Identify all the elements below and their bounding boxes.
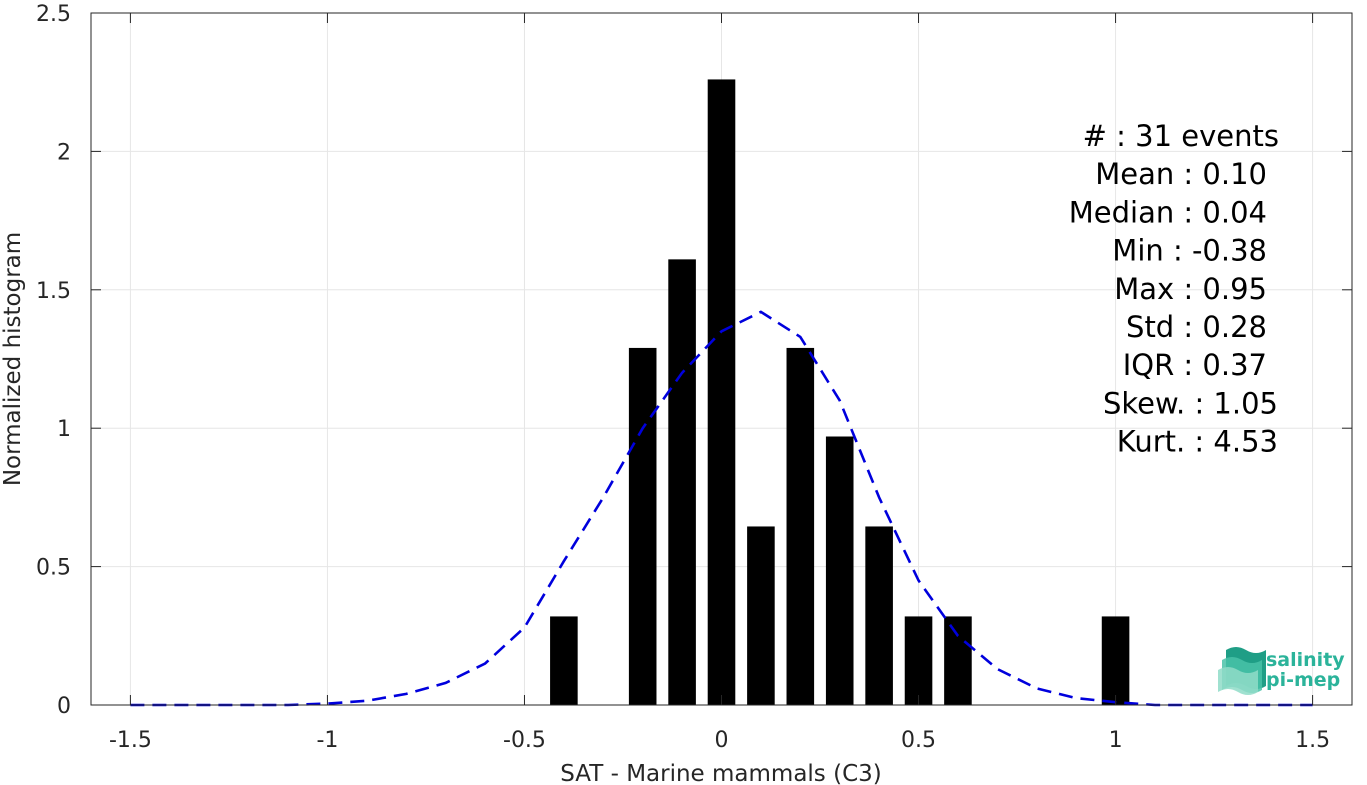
y-tick-label: 0: [57, 694, 71, 719]
x-tick-labels: -1.5 -1 -0.5 0 0.5 1 1.5: [109, 728, 1330, 753]
tick-marks: [91, 12, 1352, 706]
histogram-bar: [707, 79, 736, 705]
stat-line: Median : 0.04: [1069, 195, 1267, 229]
histogram-bar: [1101, 616, 1130, 705]
x-tick-label: 1: [1109, 728, 1123, 753]
stat-line: Mean : 0.10: [1095, 157, 1267, 191]
y-tick-label: 1.5: [36, 279, 71, 304]
stat-line: Max : 0.95: [1114, 272, 1267, 306]
stat-line: Min : -0.38: [1112, 234, 1267, 268]
histogram-bar: [904, 616, 933, 705]
logo-text-pi-mep: pi-mep: [1266, 669, 1340, 691]
x-tick-label: -1.5: [109, 728, 152, 753]
histogram-bar: [825, 436, 854, 705]
histogram-bar: [628, 347, 657, 705]
histogram-bars: [550, 79, 1130, 705]
stat-line: Std : 0.28: [1126, 310, 1267, 344]
histogram-bar: [786, 347, 815, 705]
statistics-box: # : 31 events Mean : 0.10 Median : 0.04 Min…: [1069, 119, 1279, 459]
x-tick-label: 0.5: [901, 728, 936, 753]
histogram-bar: [944, 616, 972, 705]
y-tick-label: 2: [57, 140, 71, 165]
salinity-pi-mep-logo: salinity pi-mep: [1218, 647, 1345, 695]
wave-logo-icon: [1218, 647, 1266, 695]
x-axis-label: SAT - Marine mammals (C3): [560, 761, 882, 785]
stat-line: Kurt. : 4.53: [1117, 425, 1278, 459]
y-tick-label: 0.5: [36, 556, 71, 581]
stat-line: # : 31 events: [1083, 119, 1279, 153]
histogram-bar: [550, 616, 578, 705]
y-tick-labels: 0 0.5 1 1.5 2 2.5: [36, 2, 71, 719]
stat-line: IQR : 0.37: [1123, 348, 1267, 382]
stat-line: Skew. : 1.05: [1103, 386, 1278, 420]
y-tick-label: 1: [57, 417, 71, 442]
histogram-bar: [865, 526, 893, 705]
x-tick-label: 0: [715, 728, 729, 753]
histogram-bar: [747, 526, 775, 705]
x-tick-label: 1.5: [1295, 728, 1330, 753]
x-tick-label: -0.5: [503, 728, 546, 753]
y-axis-label: Normalized histogram: [0, 232, 26, 486]
x-tick-label: -1: [316, 728, 338, 753]
y-tick-label: 2.5: [36, 2, 71, 27]
logo-text-salinity: salinity: [1266, 649, 1345, 671]
histogram-bar: [668, 259, 696, 705]
